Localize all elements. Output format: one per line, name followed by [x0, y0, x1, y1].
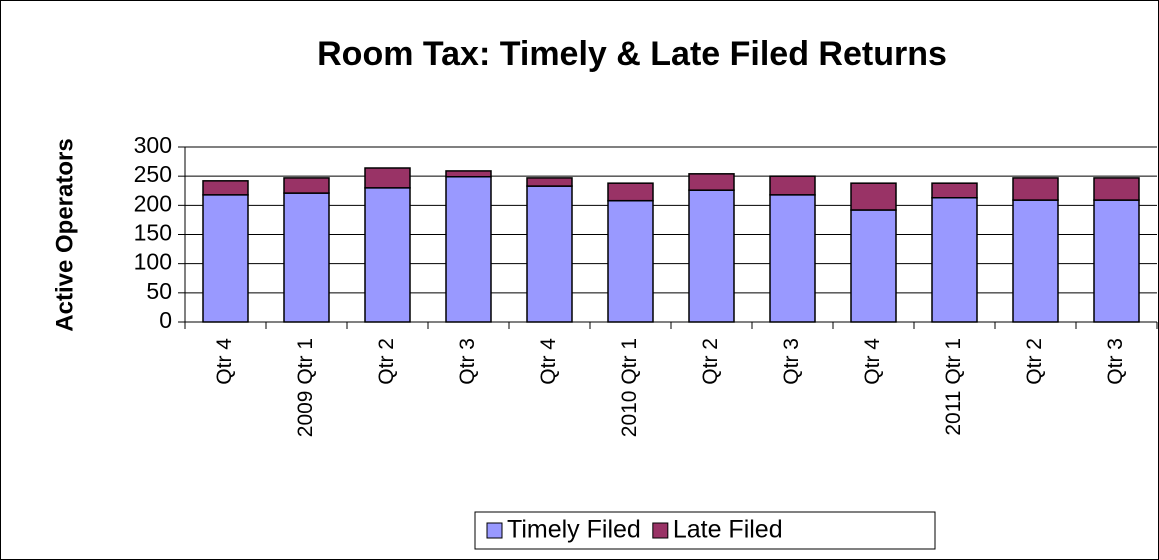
bar — [850, 182, 897, 211]
bar — [364, 187, 411, 323]
bar — [283, 177, 330, 194]
y-tick-label: 200 — [134, 190, 172, 216]
y-tick-label: 50 — [146, 278, 172, 304]
bar — [688, 189, 735, 323]
bar — [364, 167, 411, 189]
bar — [283, 192, 330, 323]
x-tick-label: Qtr 3 — [456, 338, 479, 385]
bar — [1093, 199, 1140, 323]
bar — [931, 182, 978, 199]
bar — [850, 209, 897, 323]
bar — [202, 180, 249, 196]
chart-title: Room Tax: Timely & Late Filed Returns — [317, 35, 947, 73]
legend-label: Late Filed — [673, 516, 783, 544]
bar — [202, 194, 249, 323]
bar — [607, 182, 654, 202]
x-tick-label: Qtr 3 — [780, 338, 803, 385]
x-tick-label: Qtr 4 — [537, 338, 560, 385]
x-tick-label: Qtr 3 — [1104, 338, 1127, 385]
legend-label: Timely Filed — [507, 516, 641, 544]
bar — [526, 177, 573, 187]
x-tick-label: Qtr 2 — [699, 338, 722, 385]
bar — [931, 197, 978, 323]
bar — [769, 194, 816, 323]
x-tick-label: Qtr 2 — [375, 338, 398, 385]
y-axis-label: Active Operators — [51, 138, 78, 331]
legend-swatch — [652, 522, 669, 539]
y-tick-label: 0 — [159, 307, 172, 333]
x-tick-label: Qtr 2 — [1023, 338, 1046, 385]
bar — [1093, 177, 1140, 201]
x-tick-label: 2009 Qtr 1 — [294, 338, 317, 437]
x-tick-label: Qtr 4 — [861, 338, 884, 385]
y-tick-label: 250 — [134, 161, 172, 187]
y-tick-label: 300 — [134, 132, 172, 158]
bar — [445, 170, 492, 178]
y-tick-label: 100 — [134, 249, 172, 275]
legend-swatch — [486, 522, 503, 539]
legend-box — [474, 511, 936, 550]
x-tick-label: 2010 Qtr 1 — [618, 338, 641, 437]
bar — [1012, 199, 1059, 323]
x-tick-label: Qtr 4 — [213, 338, 236, 385]
x-tick-label: 2011 Qtr 1 — [942, 338, 965, 436]
bar — [607, 199, 654, 323]
bar — [769, 175, 816, 196]
y-tick-label: 150 — [134, 220, 172, 246]
bar — [526, 185, 573, 323]
bar — [1012, 177, 1059, 201]
bar — [445, 176, 492, 323]
bar — [688, 173, 735, 191]
